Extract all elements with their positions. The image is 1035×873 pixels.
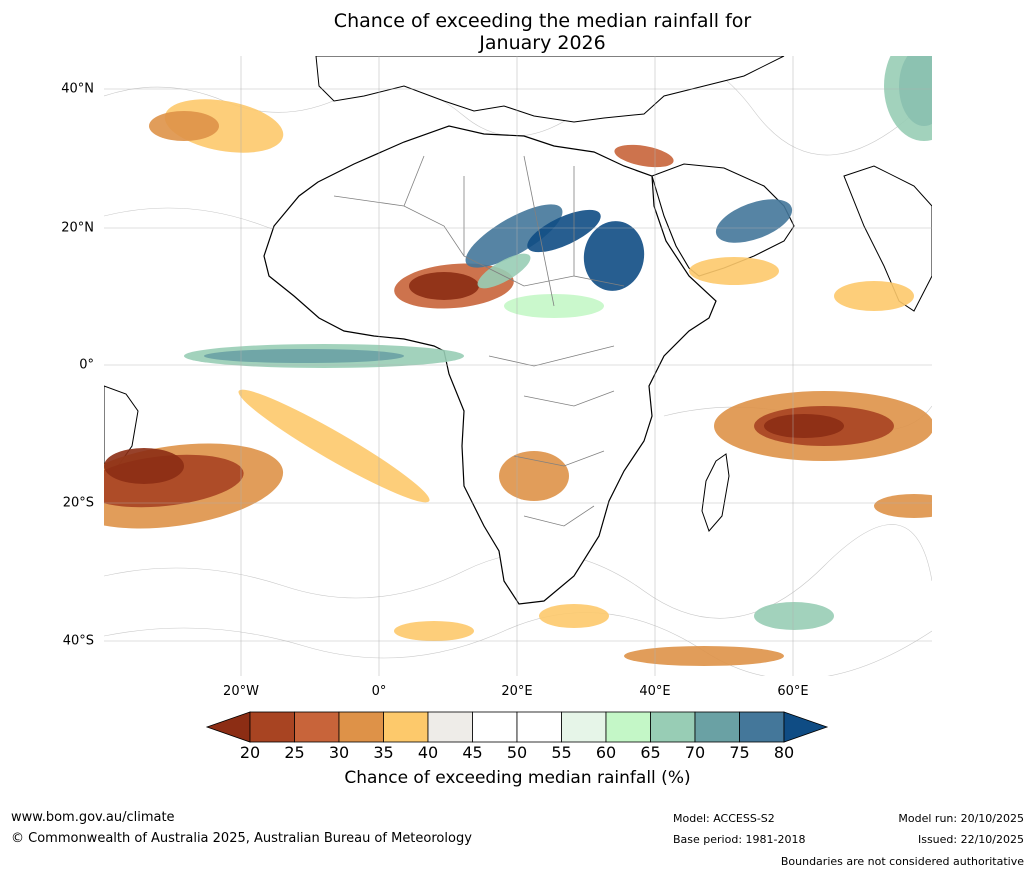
lon-label-60e: 60°E: [777, 684, 809, 699]
rainfall-anomaly-patch: [149, 111, 219, 141]
india-landmass: [843, 165, 932, 312]
rainfall-anomaly-patch: [409, 272, 479, 300]
lat-label-40n: 40°N: [61, 81, 94, 97]
lat-label-20s: 20°S: [62, 495, 94, 511]
colorbar-tick-label: 45: [462, 743, 483, 762]
colorbar-arrow-low: [205, 711, 251, 743]
rainfall-anomaly-patch: [539, 604, 609, 628]
website-link[interactable]: www.bom.gov.au/climate: [11, 810, 175, 825]
lon-label-0: 0°: [371, 684, 387, 699]
madagascar-landmass: [701, 453, 730, 532]
rainfall-anomaly-patch: [689, 257, 779, 285]
title-line-1: Chance of exceeding the median rainfall …: [333, 10, 752, 32]
colorbar: [205, 711, 829, 743]
rainfall-anomaly-patch: [499, 451, 569, 501]
colorbar-swatch: [650, 711, 696, 743]
south-america-coast: [104, 385, 139, 477]
rainfall-anomaly-patch: [764, 414, 844, 438]
rainfall-anomaly-patch: [104, 448, 184, 484]
lat-label-0: 0°: [79, 357, 94, 373]
rainfall-anomaly-patch: [834, 281, 914, 311]
colorbar-swatch: [249, 711, 295, 743]
rainfall-anomaly-patch: [465, 204, 563, 268]
country-borders: [333, 155, 625, 527]
lon-label-20e: 20°E: [501, 684, 533, 699]
colorbar-swatch: [338, 711, 384, 743]
rainfall-anomaly-patch: [394, 621, 474, 641]
rainfall-anomaly-patch: [874, 494, 932, 518]
rainfall-anomaly-patch: [204, 349, 404, 363]
model-run-text: Model run: 20/10/2025: [898, 812, 1024, 825]
colorbar-tick-label: 40: [417, 743, 439, 762]
colorbar-tick-label: 20: [239, 743, 261, 762]
colorbar-tick-label: 25: [284, 743, 305, 762]
model-text: Model: ACCESS-S2: [673, 812, 775, 825]
colorbar-tick-label: 50: [506, 743, 528, 762]
rainfall-anomaly-patch: [614, 144, 674, 168]
lon-label-40e: 40°E: [639, 684, 671, 699]
title-line-2: January 2026: [479, 32, 606, 54]
disclaimer-text: Boundaries are not considered authoritat…: [780, 855, 1024, 868]
rainfall-anomaly-patch: [754, 602, 834, 630]
copyright-text: © Commonwealth of Australia 2025, Austra…: [11, 831, 472, 846]
colorbar-swatch: [294, 711, 340, 743]
colorbar-tick-label: 70: [684, 743, 706, 762]
issued-text: Issued: 22/10/2025: [917, 833, 1024, 846]
colorbar-tick-label: 35: [373, 743, 394, 762]
base-period-text: Base period: 1981-2018: [673, 833, 806, 846]
colorbar-tick-label: 75: [729, 743, 750, 762]
rainfall-anomaly-patch: [238, 389, 430, 503]
rainfall-anomaly-patch: [715, 199, 793, 243]
colorbar-swatch: [427, 711, 473, 743]
colorbar-swatch: [694, 711, 740, 743]
rainfall-anomaly-patch: [624, 646, 784, 666]
colorbar-swatch: [472, 711, 518, 743]
colorbar-tick-label: 80: [773, 743, 795, 762]
colorbar-label: Chance of exceeding median rainfall (%): [344, 768, 691, 788]
graticule: [104, 56, 932, 676]
colorbar-swatch: [383, 711, 429, 743]
colorbar-tick-label: 55: [551, 743, 572, 762]
colorbar-swatch: [605, 711, 651, 743]
colorbar-tick-label: 65: [640, 743, 661, 762]
lat-label-20n: 20°N: [61, 220, 94, 236]
rainfall-map[interactable]: [104, 56, 932, 676]
lon-label-20w: 20°W: [223, 684, 259, 699]
colorbar-swatch: [561, 711, 607, 743]
rainfall-anomaly-patch: [884, 56, 932, 141]
colorbar-tick-label: 60: [595, 743, 617, 762]
colorbar-swatch: [739, 711, 785, 743]
colorbar-tick-label: 30: [328, 743, 350, 762]
lat-label-40s: 40°S: [62, 633, 94, 649]
chart-title: Chance of exceeding the median rainfall …: [0, 10, 1035, 54]
rainfall-anomaly-patch: [583, 221, 645, 291]
colorbar-arrow-high: [783, 711, 829, 743]
colorbar-swatch: [516, 711, 562, 743]
rainfall-anomaly-patch: [527, 209, 601, 253]
